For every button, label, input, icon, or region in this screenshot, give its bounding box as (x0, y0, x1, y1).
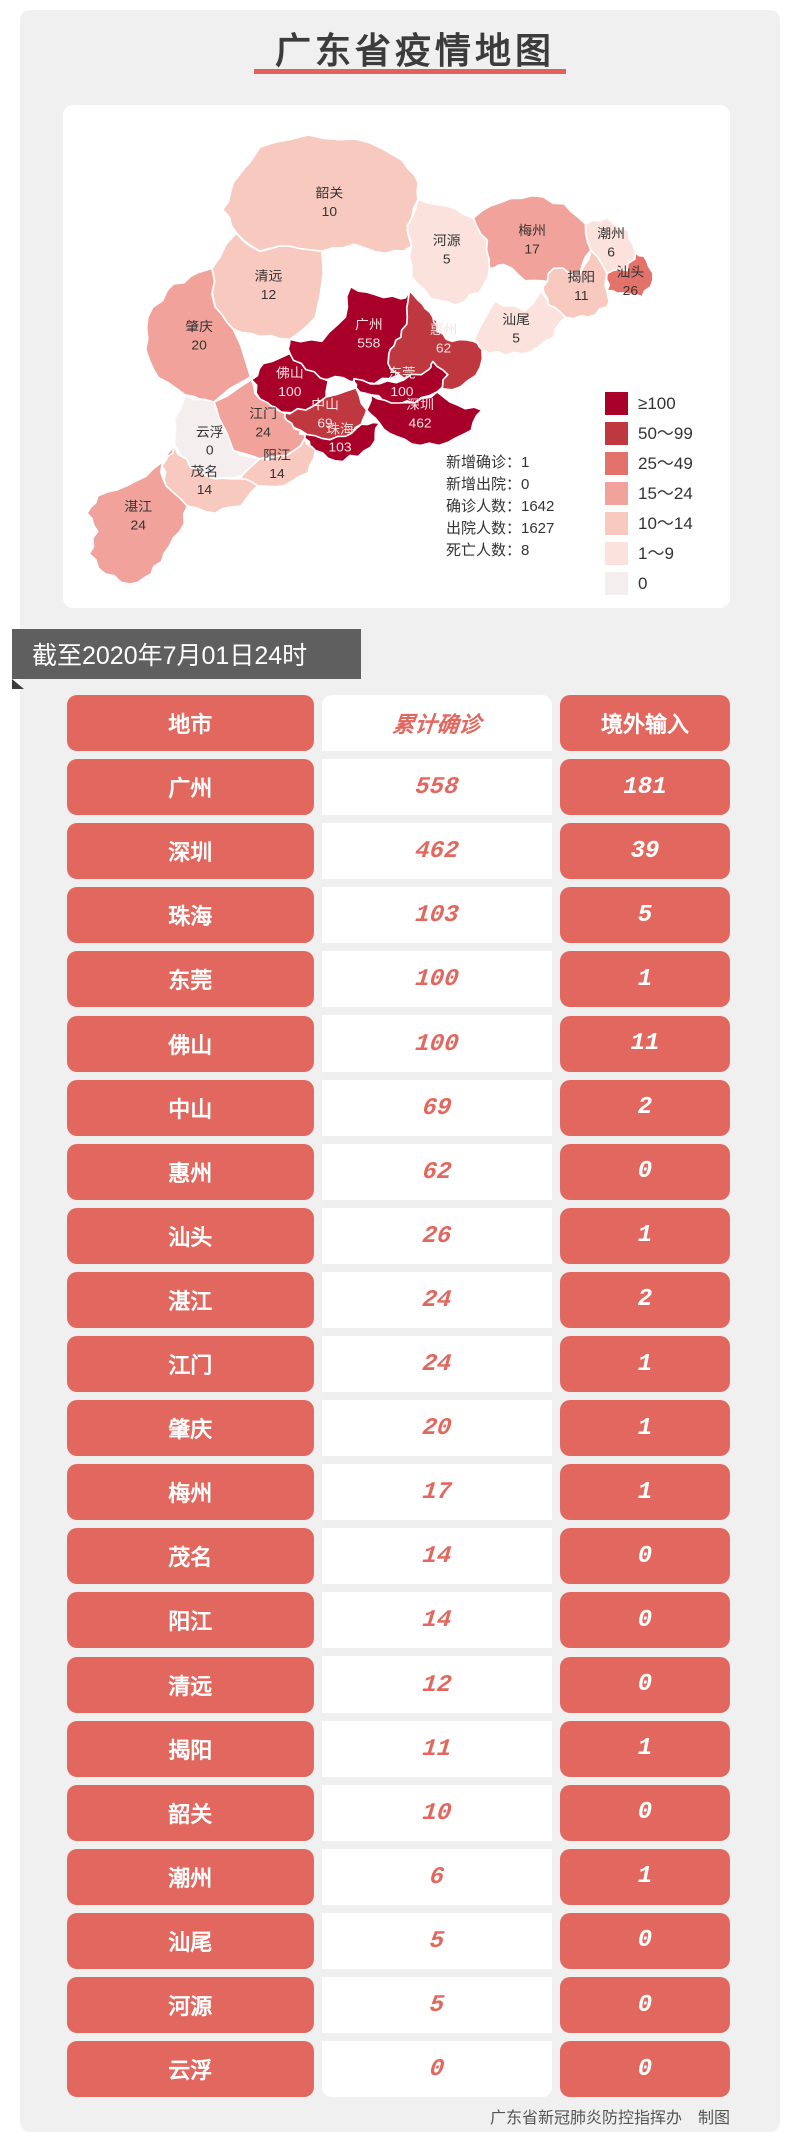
svg-text:中山: 中山 (311, 397, 339, 412)
svg-text:15～24: 15～24 (638, 484, 693, 503)
svg-text:5: 5 (443, 252, 451, 267)
svg-text:0: 0 (638, 574, 647, 593)
svg-text:韶关: 韶关 (315, 186, 343, 201)
svg-text:62: 62 (436, 341, 451, 356)
svg-text:11: 11 (574, 288, 588, 303)
svg-text:确诊人数：1642: 确诊人数：1642 (446, 498, 554, 515)
svg-text:14: 14 (197, 482, 213, 497)
svg-text:14: 14 (269, 466, 285, 481)
svg-text:0: 0 (206, 443, 214, 458)
svg-text:10: 10 (322, 204, 337, 219)
svg-text:潮州: 潮州 (597, 226, 625, 241)
svg-text:广州: 广州 (355, 318, 383, 333)
svg-text:1～9: 1～9 (638, 544, 674, 563)
svg-text:24: 24 (255, 425, 271, 440)
svg-text:5: 5 (512, 331, 520, 346)
svg-text:10～14: 10～14 (638, 514, 693, 533)
svg-text:茂名: 茂名 (191, 463, 219, 479)
svg-text:出院人数：1627: 出院人数：1627 (446, 519, 554, 537)
svg-text:清远: 清远 (255, 269, 283, 284)
svg-text:江门: 江门 (249, 406, 277, 421)
svg-text:东莞: 东莞 (388, 366, 416, 381)
svg-text:25～49: 25～49 (638, 454, 693, 473)
svg-text:死亡人数：8: 死亡人数：8 (446, 542, 529, 559)
svg-text:珠海: 珠海 (326, 422, 354, 437)
svg-text:≥100: ≥100 (638, 394, 676, 413)
svg-text:汕头: 汕头 (617, 265, 645, 280)
svg-text:新增出院：0: 新增出院：0 (446, 475, 529, 493)
svg-text:揭阳: 揭阳 (567, 270, 595, 285)
svg-text:梅州: 梅州 (518, 223, 546, 238)
svg-text:17: 17 (524, 242, 539, 257)
svg-text:汕尾: 汕尾 (502, 312, 530, 327)
svg-text:100: 100 (278, 384, 301, 399)
svg-text:558: 558 (357, 336, 380, 351)
svg-text:50～99: 50～99 (638, 424, 693, 443)
svg-text:20: 20 (191, 338, 206, 353)
svg-text:惠州: 惠州 (430, 323, 458, 338)
svg-text:24: 24 (131, 518, 147, 533)
svg-text:阳江: 阳江 (263, 448, 291, 463)
svg-text:新增确诊：1: 新增确诊：1 (446, 454, 529, 471)
svg-text:佛山: 佛山 (276, 366, 304, 381)
svg-text:462: 462 (409, 416, 432, 431)
svg-text:河源: 河源 (433, 234, 461, 249)
svg-text:103: 103 (328, 440, 351, 455)
svg-text:云浮: 云浮 (196, 425, 224, 440)
svg-text:深圳: 深圳 (406, 397, 434, 412)
svg-text:12: 12 (261, 287, 276, 302)
svg-text:6: 6 (607, 245, 615, 260)
svg-text:26: 26 (623, 283, 638, 298)
svg-text:湛江: 湛江 (124, 500, 152, 515)
svg-text:肇庆: 肇庆 (185, 320, 213, 335)
